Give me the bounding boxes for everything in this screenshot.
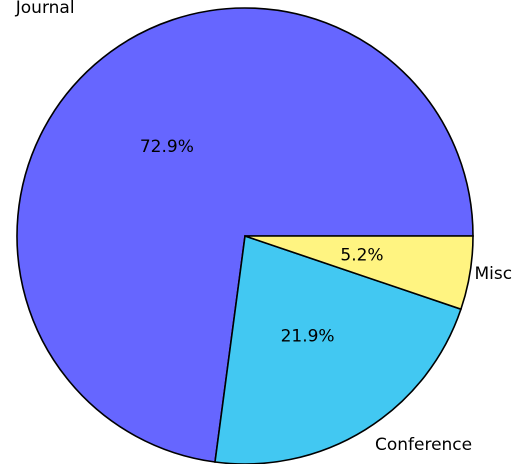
pct-label-conference: 21.9% [281, 327, 335, 347]
pie-labels: 72.9% Journal 21.9% Conference 5.2% Misc [15, 0, 512, 455]
category-label-journal: Journal [15, 0, 75, 18]
pct-label-misc: 5.2% [340, 245, 383, 265]
pie-slice-misc [244, 235, 474, 311]
pie-slices [16, 7, 474, 464]
pie-slice-journal [16, 7, 474, 463]
pct-label-journal: 72.9% [140, 137, 194, 157]
category-label-conference: Conference [375, 435, 472, 455]
category-label-misc: Misc [474, 264, 512, 284]
